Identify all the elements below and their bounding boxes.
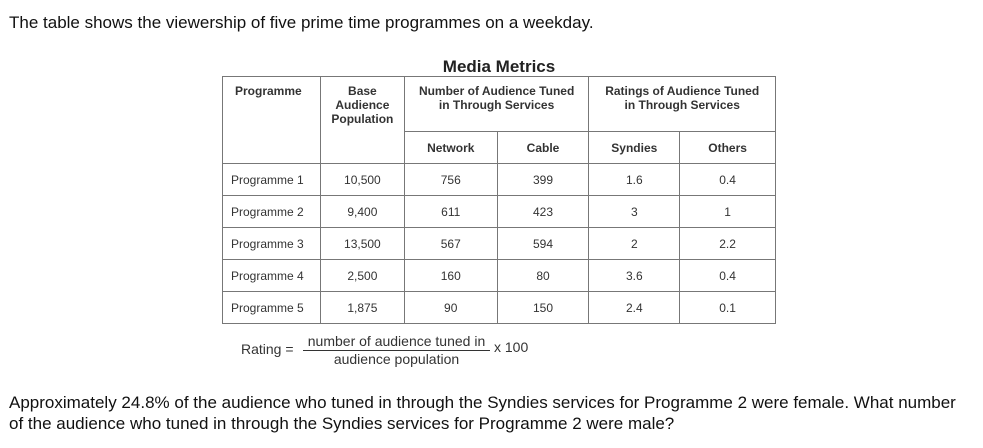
table-row: Programme 1 10,500 756 399 1.6 0.4 <box>222 163 776 196</box>
cell-base-audience: 9,400 <box>319 195 405 228</box>
cell-base-audience: 13,500 <box>319 227 405 260</box>
header-cable: Cable <box>496 131 590 164</box>
cell-programme: Programme 4 <box>222 259 321 292</box>
cell-syndies: 3.6 <box>588 259 681 292</box>
intro-text: The table shows the viewership of five p… <box>9 13 594 32</box>
media-metrics-table: Programme Base Audience Population Numbe… <box>222 76 776 324</box>
formula-label: Rating = <box>241 341 294 357</box>
header-programme: Programme <box>222 76 321 164</box>
cell-network: 160 <box>403 259 498 292</box>
header-others: Others <box>679 131 776 164</box>
table-caption: Media Metrics <box>442 57 556 76</box>
cell-syndies: 1.6 <box>588 163 681 196</box>
table-row: Programme 5 1,875 90 150 2.4 0.1 <box>222 291 776 324</box>
cell-programme: Programme 2 <box>222 195 321 228</box>
cell-others: 1 <box>679 195 776 228</box>
table-row: Programme 3 13,500 567 594 2 2.2 <box>222 227 776 260</box>
cell-syndies: 2 <box>588 227 681 260</box>
header-base-audience: Base Audience Population <box>319 76 405 164</box>
header-syndies: Syndies <box>588 131 681 164</box>
cell-cable: 80 <box>496 259 590 292</box>
header-ratings: Ratings of Audience Tuned in Through Ser… <box>588 76 776 132</box>
cell-network: 756 <box>403 163 498 196</box>
cell-cable: 150 <box>496 291 590 324</box>
cell-programme: Programme 3 <box>222 227 321 260</box>
cell-others: 0.4 <box>679 163 776 196</box>
cell-others: 0.1 <box>679 291 776 324</box>
formula-multiplier: x 100 <box>494 339 529 355</box>
formula-numerator: number of audience tuned in <box>303 333 490 351</box>
cell-base-audience: 1,875 <box>319 291 405 324</box>
header-network: Network <box>403 131 498 164</box>
table-row: Programme 4 2,500 160 80 3.6 0.4 <box>222 259 776 292</box>
cell-syndies: 2.4 <box>588 291 681 324</box>
table-row: Programme 2 9,400 611 423 3 1 <box>222 195 776 228</box>
cell-cable: 423 <box>496 195 590 228</box>
cell-others: 2.2 <box>679 227 776 260</box>
cell-network: 567 <box>403 227 498 260</box>
header-row-sub: Network Cable Syndies Others <box>223 131 776 164</box>
cell-network: 90 <box>403 291 498 324</box>
cell-others: 0.4 <box>679 259 776 292</box>
cell-cable: 594 <box>496 227 590 260</box>
cell-cable: 399 <box>496 163 590 196</box>
cell-network: 611 <box>403 195 498 228</box>
formula-fraction: number of audience tuned in audience pop… <box>303 333 490 367</box>
header-row-top: Programme Base Audience Population Numbe… <box>222 76 776 164</box>
cell-programme: Programme 5 <box>222 291 321 324</box>
cell-base-audience: 2,500 <box>319 259 405 292</box>
header-audience-tuned: Number of Audience Tuned in Through Serv… <box>403 76 590 132</box>
question-text: Approximately 24.8% of the audience who … <box>9 393 956 433</box>
cell-base-audience: 10,500 <box>319 163 405 196</box>
cell-programme: Programme 1 <box>222 163 321 196</box>
formula-denominator: audience population <box>333 351 460 367</box>
cell-syndies: 3 <box>588 195 681 228</box>
